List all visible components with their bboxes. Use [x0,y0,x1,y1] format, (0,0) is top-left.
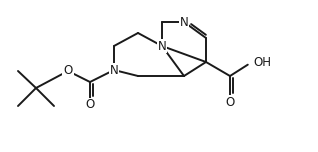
Text: O: O [225,95,235,109]
Text: N: N [180,16,188,29]
Text: O: O [85,98,95,112]
Text: N: N [110,64,118,76]
Text: N: N [158,40,166,52]
Text: O: O [63,64,73,78]
Text: OH: OH [253,55,271,69]
